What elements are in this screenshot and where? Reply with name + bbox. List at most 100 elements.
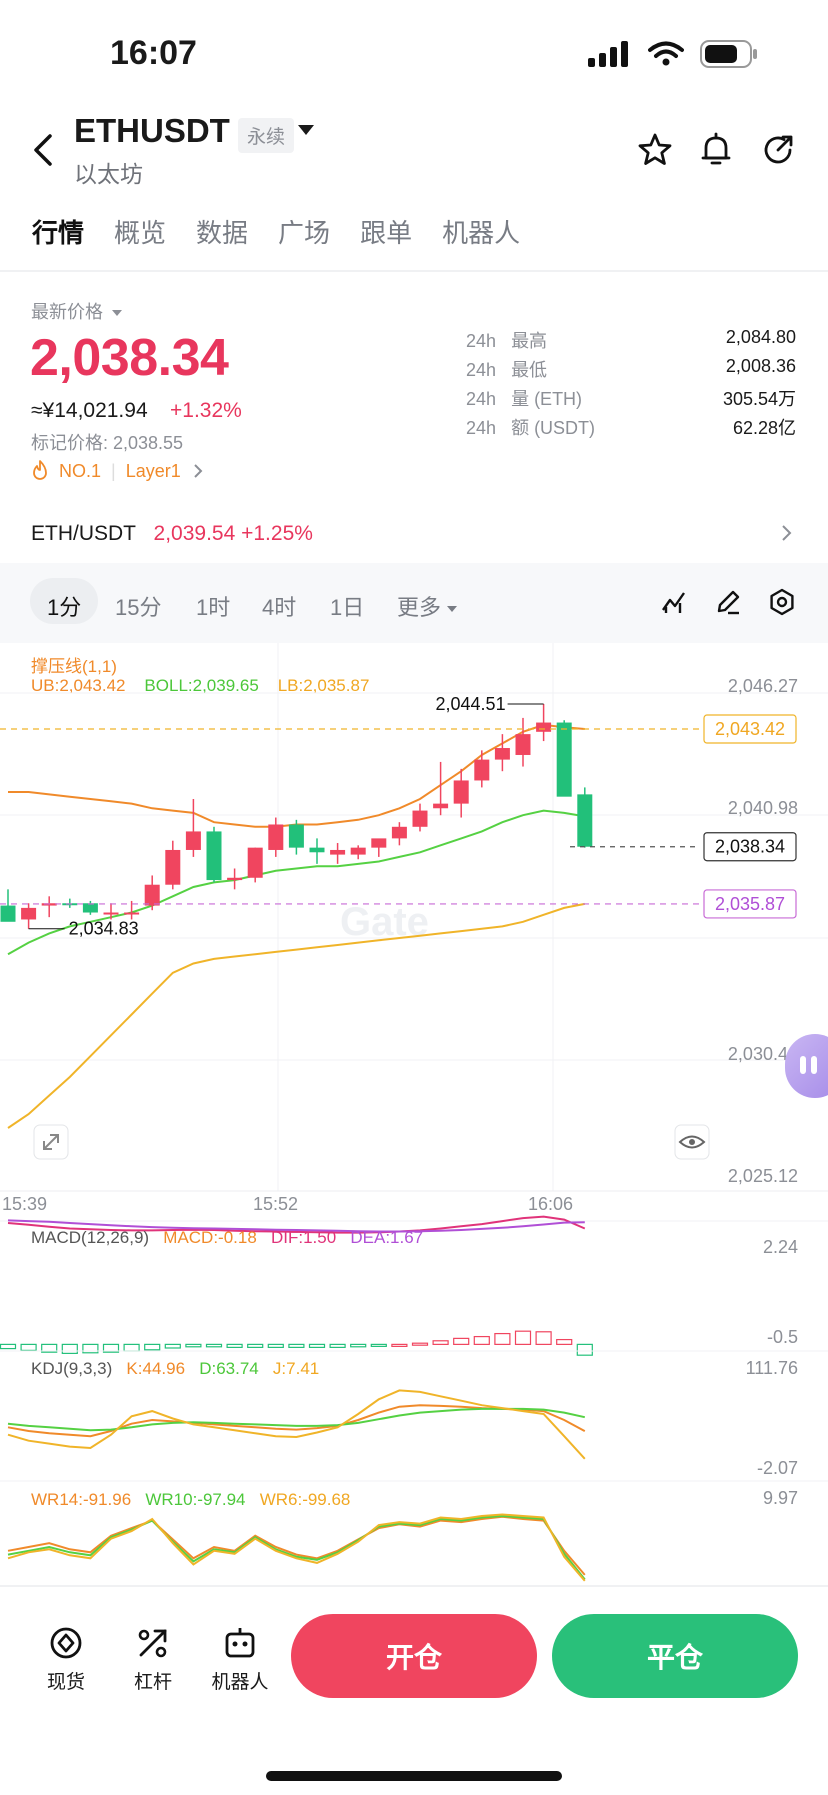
wr6-line [7,1513,586,1582]
fullscreen-icon [43,1134,59,1150]
spot-chevron-icon[interactable] [780,523,794,543]
wr-legend: WR14:-91.96 WR10:-97.94 WR6:-99.68 [31,1490,351,1509]
wr-axis-top: 9.97 [763,1488,798,1508]
open-position-button[interactable]: 开仓 [291,1614,537,1698]
ub-price-tag-box [703,714,797,744]
home-indicator [266,1771,562,1781]
timeframe-bar [0,563,828,643]
kdj-d-line [7,1407,586,1432]
macd-histogram-bar [288,1343,305,1348]
lb-line [7,902,585,1129]
stat-low: 24h 最低 2,008.36 [466,356,796,380]
candle-body [577,794,593,847]
lb-price-tag-box [703,889,797,919]
ub-value: UB:2,043.42 [31,676,126,695]
macd-histogram-bar [123,1343,140,1352]
tf-1d[interactable]: 1日 [330,595,365,620]
symbol-title[interactable]: ETHUSDT [74,112,230,149]
tab-data[interactable]: 数据 [196,218,249,248]
eye-pupil [689,1139,695,1145]
symbol-dropdown-icon[interactable] [298,125,314,135]
spot-pair: ETH/USDT [31,522,136,545]
macd-histogram-bar [494,1332,511,1345]
caret-down-icon [112,310,123,317]
macd-histogram-bar [226,1343,243,1348]
candle-body [165,849,181,885]
back-icon[interactable] [30,130,58,170]
tab-overview[interactable]: 概览 [114,218,167,248]
candle-body [309,847,325,853]
mark-price: 标记价格: 2,038.55 [31,433,184,453]
tf-4h[interactable]: 4时 [262,595,297,620]
tabs-divider [0,270,828,272]
candle-body [21,907,37,920]
y-axis-label: 2,046.27 [728,676,798,696]
macd-histogram-bar [411,1342,429,1346]
more-caret-icon [447,606,458,613]
settings-icon[interactable] [768,588,796,616]
draw-pen-icon[interactable] [714,588,742,616]
candle-body [474,759,490,781]
candle-body [124,912,140,915]
macd-histogram-bar [185,1343,202,1348]
wr10-line [7,1514,586,1581]
pause-icon [800,1056,806,1074]
sector-tag: Layer1 [125,460,181,481]
wr14-line [7,1515,586,1576]
candle-body [185,831,201,850]
tab-market[interactable]: 行情 [32,218,85,248]
tab-square[interactable]: 广场 [278,218,331,248]
nav-spot[interactable]: 现货 [26,1625,106,1694]
lb-value: LB:2,035.87 [277,676,370,695]
ub-price-tag: 2,043.42 [715,719,785,739]
macd-axis-top: 2.24 [763,1237,798,1257]
macd-histogram-bar [576,1343,593,1356]
pause-icon-bar [811,1056,817,1074]
coin-tags[interactable]: NO.1 | Layer1 [31,460,205,482]
kdj-j-line [7,1389,586,1460]
macd-histogram-bar [329,1343,346,1348]
kdj-legend: KDJ(9,3,3) K:44.96 D:63.74 J:7.41 [31,1359,320,1378]
kline-chart[interactable]: Gate 2,046.27 2,040.98 2,030.40 2,025.12 15:3… [0,643,828,1585]
candle-body [288,824,304,848]
nav-leverage[interactable]: 杠杆 [113,1625,193,1694]
tab-bot[interactable]: 机器人 [442,218,521,248]
assistant-bubble[interactable] [785,1034,828,1098]
tf-1h[interactable]: 1时 [196,595,231,620]
indicator-icon[interactable] [660,588,688,616]
gate-watermark: Gate [340,900,429,944]
nav-bot[interactable]: 机器人 [200,1625,280,1694]
macd-histogram-bar [82,1343,99,1354]
macd-histogram-bar [61,1343,78,1354]
star-icon[interactable] [637,132,673,168]
x-axis-label: 16:06 [528,1194,573,1214]
tf-more[interactable]: 更多 [397,590,458,622]
close-position-button[interactable]: 平仓 [552,1614,798,1698]
macd-histogram-bar [556,1338,573,1345]
last-price-label[interactable]: 最新价格 [31,298,123,324]
macd-histogram-bar [41,1343,58,1353]
macd-histogram-bar [308,1343,326,1348]
share-icon[interactable] [760,132,796,168]
tf-15m[interactable]: 15分 [115,595,162,620]
robot-icon [225,1628,255,1658]
macd-histogram-bar [247,1343,264,1348]
candle-body [412,810,428,827]
macd-histogram-bar [102,1343,120,1353]
spot-pair-row[interactable]: ETH/USDT 2,039.54 +1.25% [31,522,313,546]
candle-body [433,803,449,809]
status-icons [588,40,758,68]
tab-copy-trade[interactable]: 跟单 [360,218,413,248]
candle-body [391,826,407,839]
bell-icon[interactable] [698,132,734,168]
macd-histogram-bar [453,1337,470,1345]
tf-1m[interactable]: 1分 [47,595,82,620]
macd-legend: MACD(12,26,9) MACD:-0.18 DIF:1.50 DEA:1.… [31,1228,424,1247]
stat-turnover: 24h 额 (USDT) 62.28亿 [466,418,796,438]
leverage-icon [138,1629,167,1658]
last-price-tag-box [703,832,797,862]
signal-icon [588,41,628,67]
candle-body [494,748,510,760]
candle-body [330,849,346,855]
candle-body [247,847,263,878]
